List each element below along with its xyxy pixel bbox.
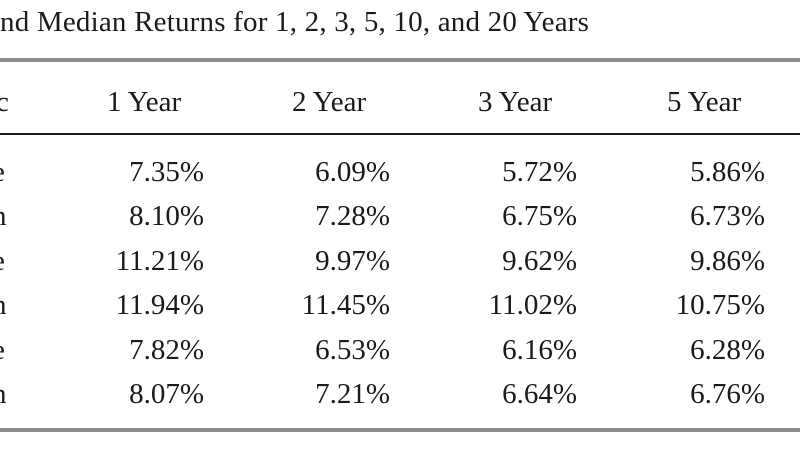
cell-3-year: 6.64% [502,378,577,410]
cell-5-year: 6.73% [690,200,765,232]
cell-3-year: 9.62% [502,245,577,277]
cell-5-year: 10.75% [675,289,765,321]
row-statistic: n [0,372,22,416]
header-1-year: 1 Year [107,86,182,118]
header-statistic: c [0,86,9,118]
cell-3-year: 11.02% [488,289,577,321]
cell-1-year: 7.35% [129,156,204,188]
cell-2-year: 6.53% [315,334,390,366]
cell-1-year: 8.10% [129,200,204,232]
cell-2-year: 9.97% [315,245,390,277]
header-3-year: 3 Year [478,86,553,118]
table-header-row: c 1 Year 2 Year 3 Year 5 Year [0,80,800,124]
table-row: n 8.07% 7.21% 6.64% 6.76% [0,372,800,416]
cell-2-year: 7.28% [315,200,390,232]
cell-1-year: 8.07% [129,378,204,410]
row-statistic: e [0,328,22,372]
row-statistic: e [0,150,22,194]
cell-3-year: 6.75% [502,200,577,232]
cell-1-year: 11.21% [115,245,204,277]
cell-2-year: 6.09% [315,156,390,188]
header-5-year: 5 Year [667,86,742,118]
cell-5-year: 6.28% [690,334,765,366]
table-row: n 8.10% 7.28% 6.75% 6.73% [0,194,800,238]
row-statistic: n [0,194,22,238]
top-rule [0,58,800,62]
bottom-rule [0,428,800,432]
table-row: n 11.94% 11.45% 11.02% 10.75% [0,283,800,327]
cell-1-year: 11.94% [115,289,204,321]
cell-1-year: 7.82% [129,334,204,366]
table-row: e 7.35% 6.09% 5.72% 5.86% [0,150,800,194]
header-2-year: 2 Year [292,86,367,118]
cell-2-year: 11.45% [301,289,390,321]
cell-3-year: 6.16% [502,334,577,366]
cell-5-year: 5.86% [690,156,765,188]
cell-2-year: 7.21% [315,378,390,410]
header-rule [0,133,800,135]
table-title: nd Median Returns for 1, 2, 3, 5, 10, an… [0,6,590,38]
table-row: e 7.82% 6.53% 6.16% 6.28% [0,328,800,372]
row-statistic: e [0,239,22,283]
table-row: e 11.21% 9.97% 9.62% 9.86% [0,239,800,283]
row-statistic: n [0,283,22,327]
cell-5-year: 9.86% [690,245,765,277]
cell-3-year: 5.72% [502,156,577,188]
cell-5-year: 6.76% [690,378,765,410]
